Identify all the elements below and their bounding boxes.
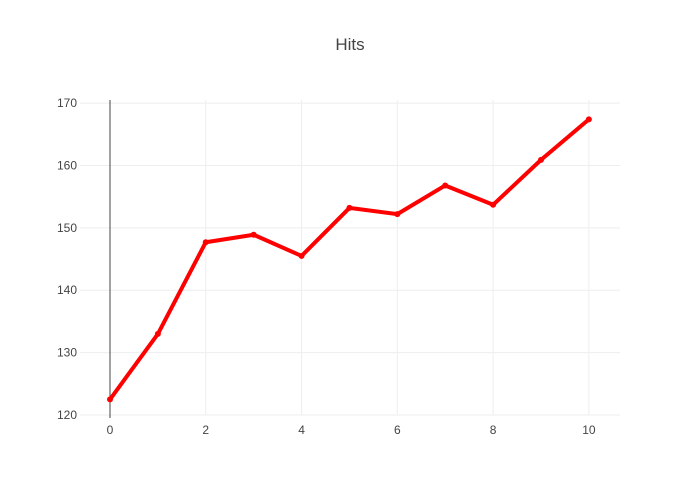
data-point [250, 231, 257, 238]
x-tick-label: 4 [298, 423, 305, 437]
data-point [202, 239, 209, 246]
y-tick-label: 130 [57, 346, 77, 360]
y-tick-label: 120 [57, 408, 77, 422]
data-point [394, 211, 401, 218]
data-point [107, 396, 113, 403]
series-layer [107, 116, 592, 403]
data-point [490, 201, 497, 208]
y-tick-label: 140 [57, 283, 77, 297]
x-tick-label: 0 [107, 423, 114, 437]
y-tick-label: 150 [57, 221, 77, 235]
y-tick-label: 170 [57, 96, 77, 110]
data-point [298, 252, 305, 259]
x-tick-label: 6 [394, 423, 401, 437]
data-point [154, 330, 161, 337]
y-tick-label: 160 [57, 158, 77, 172]
data-point [442, 182, 449, 189]
x-tick-label: 2 [202, 423, 209, 437]
chart-title: Hits [335, 35, 364, 54]
x-tick-label: 10 [582, 423, 596, 437]
series-line [108, 117, 591, 402]
data-point [346, 204, 353, 211]
data-point [585, 116, 592, 123]
data-point [537, 156, 544, 163]
grid-lines [80, 100, 620, 416]
tick-labels: 120 130 140 150 160 170 0 2 4 6 8 10 [57, 96, 596, 437]
x-tick-label: 8 [490, 423, 497, 437]
